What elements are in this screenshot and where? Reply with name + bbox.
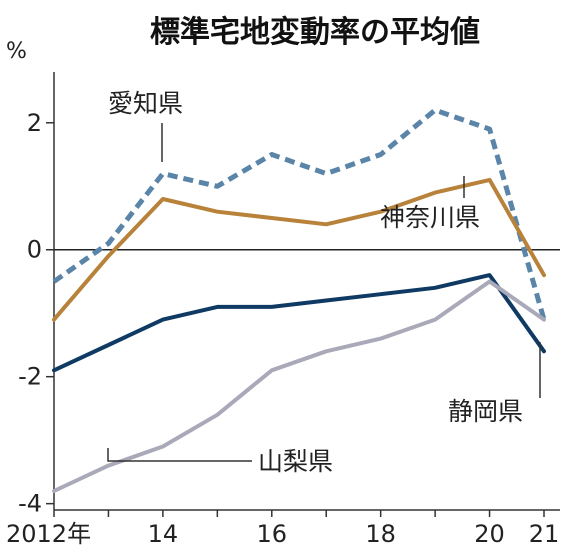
y-tick-label: 2 <box>27 109 42 137</box>
x-tick-label: 14 <box>148 520 179 548</box>
series-line-2 <box>52 273 546 373</box>
x-tick-label: 21 <box>529 520 560 548</box>
series-label-leader-3 <box>107 448 252 462</box>
y-unit-label: % <box>6 39 27 64</box>
x-axis-ticks: 2012年 14 16 18 20 21 <box>6 510 559 548</box>
x-tick-label: 18 <box>365 520 396 548</box>
series-label-2: 静岡県 <box>448 397 523 426</box>
series-label-0: 愛知県 <box>108 89 183 118</box>
y-tick-label: -2 <box>18 363 42 391</box>
x-tick-label: 16 <box>257 520 288 548</box>
y-tick-label: -4 <box>18 490 42 518</box>
x-tick-label: 2012年 <box>6 520 91 548</box>
chart-title: 標準宅地変動率の平均値 <box>150 15 480 50</box>
series-label-3: 山梨県 <box>258 447 333 476</box>
y-axis-ticks: 2 0 -2 -4 <box>18 109 54 518</box>
series-line-3 <box>52 279 546 493</box>
series-line-0 <box>52 107 547 321</box>
series-lines <box>52 107 547 493</box>
x-tick-label: 20 <box>474 520 505 548</box>
series-line-1 <box>52 177 546 322</box>
y-tick-label: 0 <box>27 236 42 264</box>
series-label-1: 神奈川県 <box>380 203 480 232</box>
